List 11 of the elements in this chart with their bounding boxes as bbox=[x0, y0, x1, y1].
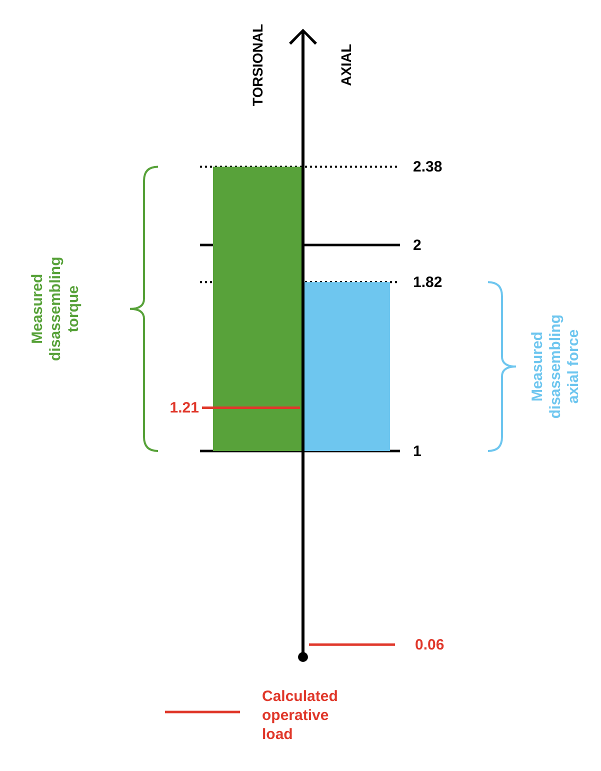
ref-line-label: 0.06 bbox=[415, 636, 444, 654]
text: Measured disassembling torque bbox=[29, 256, 82, 361]
text: Calculated operative load bbox=[262, 688, 338, 743]
y-tick-label: 1 bbox=[413, 443, 422, 460]
ref-line-label: 1.21 bbox=[170, 400, 199, 417]
y-tick-label: 2.38 bbox=[413, 158, 442, 176]
y-tick-label: 2 bbox=[413, 237, 422, 254]
x-tick-label: AXIAL bbox=[338, 44, 354, 86]
text: Measured disassembling axial force bbox=[529, 314, 582, 419]
x-tick-label: TORSIONAL bbox=[249, 23, 266, 106]
y-tick-label: 1.82 bbox=[413, 274, 442, 292]
